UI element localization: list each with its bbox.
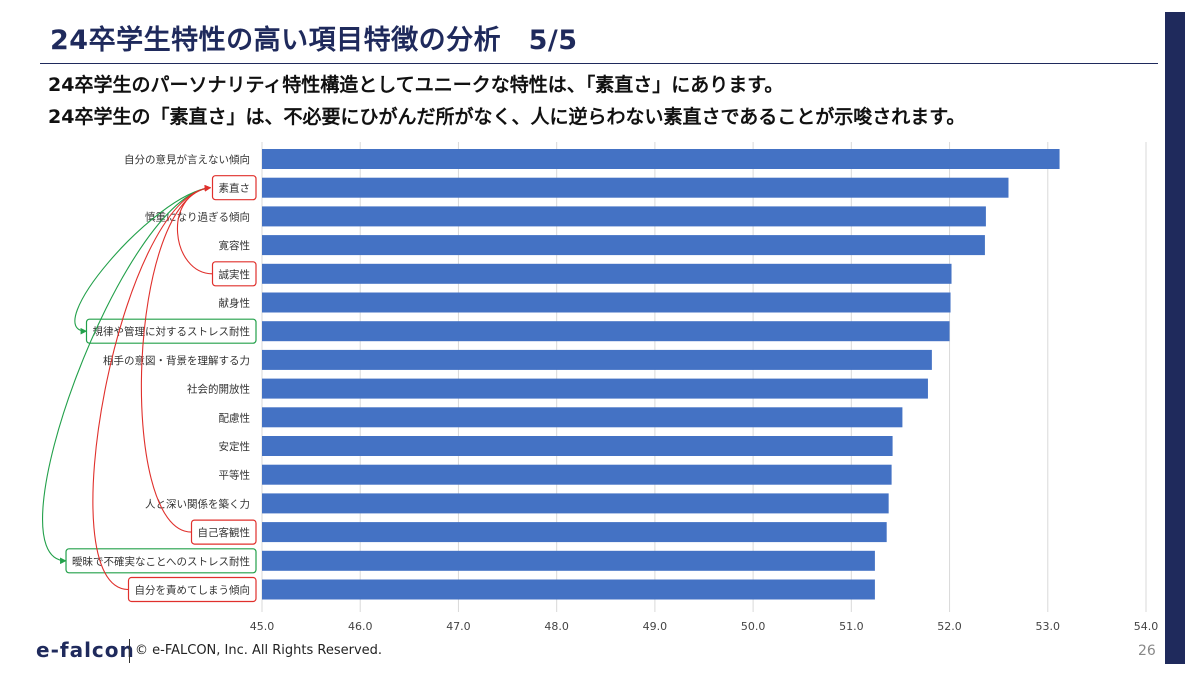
x-tick-label: 53.0: [1036, 620, 1061, 633]
bar: [262, 464, 892, 485]
connector-arrow: [41, 187, 211, 565]
bar: [262, 493, 889, 514]
category-label: 誠実性: [219, 268, 251, 281]
x-tick-label: 50.0: [741, 620, 766, 633]
page-title: 24卒学生特性の高い項目特徴の分析 5/5: [50, 25, 578, 56]
subtitle-line-2: 24卒学生の「素直さ」は、不必要にひがんだ所がなく、人に逆らわない素直さであるこ…: [48, 106, 966, 128]
bar: [262, 292, 951, 313]
bar: [262, 349, 932, 370]
connector-arrow: [177, 185, 213, 275]
connector-arrow: [92, 184, 212, 591]
connector-arrow: [140, 184, 212, 533]
page-number: 26: [1138, 643, 1156, 659]
bar: [262, 550, 875, 571]
bar: [262, 579, 875, 600]
x-tick-label: 54.0: [1134, 620, 1159, 633]
bar: [262, 321, 950, 342]
category-label: 相手の意図・背景を理解する力: [103, 354, 250, 367]
side-accent-bar: [1165, 12, 1185, 664]
bar: [262, 378, 928, 399]
category-label: 素直さ: [219, 182, 251, 195]
copyright-text: © e-FALCON, Inc. All Rights Reserved.: [135, 643, 383, 658]
category-label: 寛容性: [219, 239, 251, 252]
bar: [262, 177, 1009, 198]
label-highlight-box: [211, 175, 257, 201]
category-label: 人と深い関係を築く力: [145, 497, 250, 510]
subtitle-line-1: 24卒学生のパーソナリティ特性構造としてユニークな特性は、「素直さ」にあります。: [48, 74, 784, 96]
bar: [262, 149, 1060, 169]
category-label: 自分の意見が言えない傾向: [124, 153, 250, 166]
bar: [262, 235, 985, 256]
bar: [262, 206, 986, 227]
category-label: 社会的開放性: [187, 383, 250, 396]
footer-divider: [129, 639, 130, 663]
category-label: 自己客観性: [198, 526, 251, 539]
category-label: 安定性: [219, 440, 251, 453]
bar: [262, 407, 903, 428]
category-label: 献身性: [219, 297, 251, 310]
category-label: 曖昧で不確実なことへのストレス耐性: [72, 555, 250, 568]
company-logo: e-falcon: [36, 638, 135, 662]
x-tick-label: 47.0: [446, 620, 471, 633]
category-label: 規律や管理に対するストレス耐性: [93, 325, 251, 338]
x-tick-label: 46.0: [348, 620, 373, 633]
bar: [262, 436, 893, 456]
connector-arrow: [74, 187, 211, 335]
category-label: 配慮性: [219, 411, 251, 424]
bar: [262, 263, 952, 284]
x-tick-label: 49.0: [643, 620, 668, 633]
category-label: 平等性: [219, 469, 251, 482]
x-tick-label: 45.0: [250, 620, 275, 633]
x-tick-label: 51.0: [839, 620, 864, 633]
bar: [262, 522, 887, 543]
x-tick-label: 48.0: [544, 620, 569, 633]
x-tick-label: 52.0: [937, 620, 962, 633]
category-label: 自分を責めてしまう傾向: [135, 584, 251, 597]
title-underline: [40, 63, 1158, 64]
